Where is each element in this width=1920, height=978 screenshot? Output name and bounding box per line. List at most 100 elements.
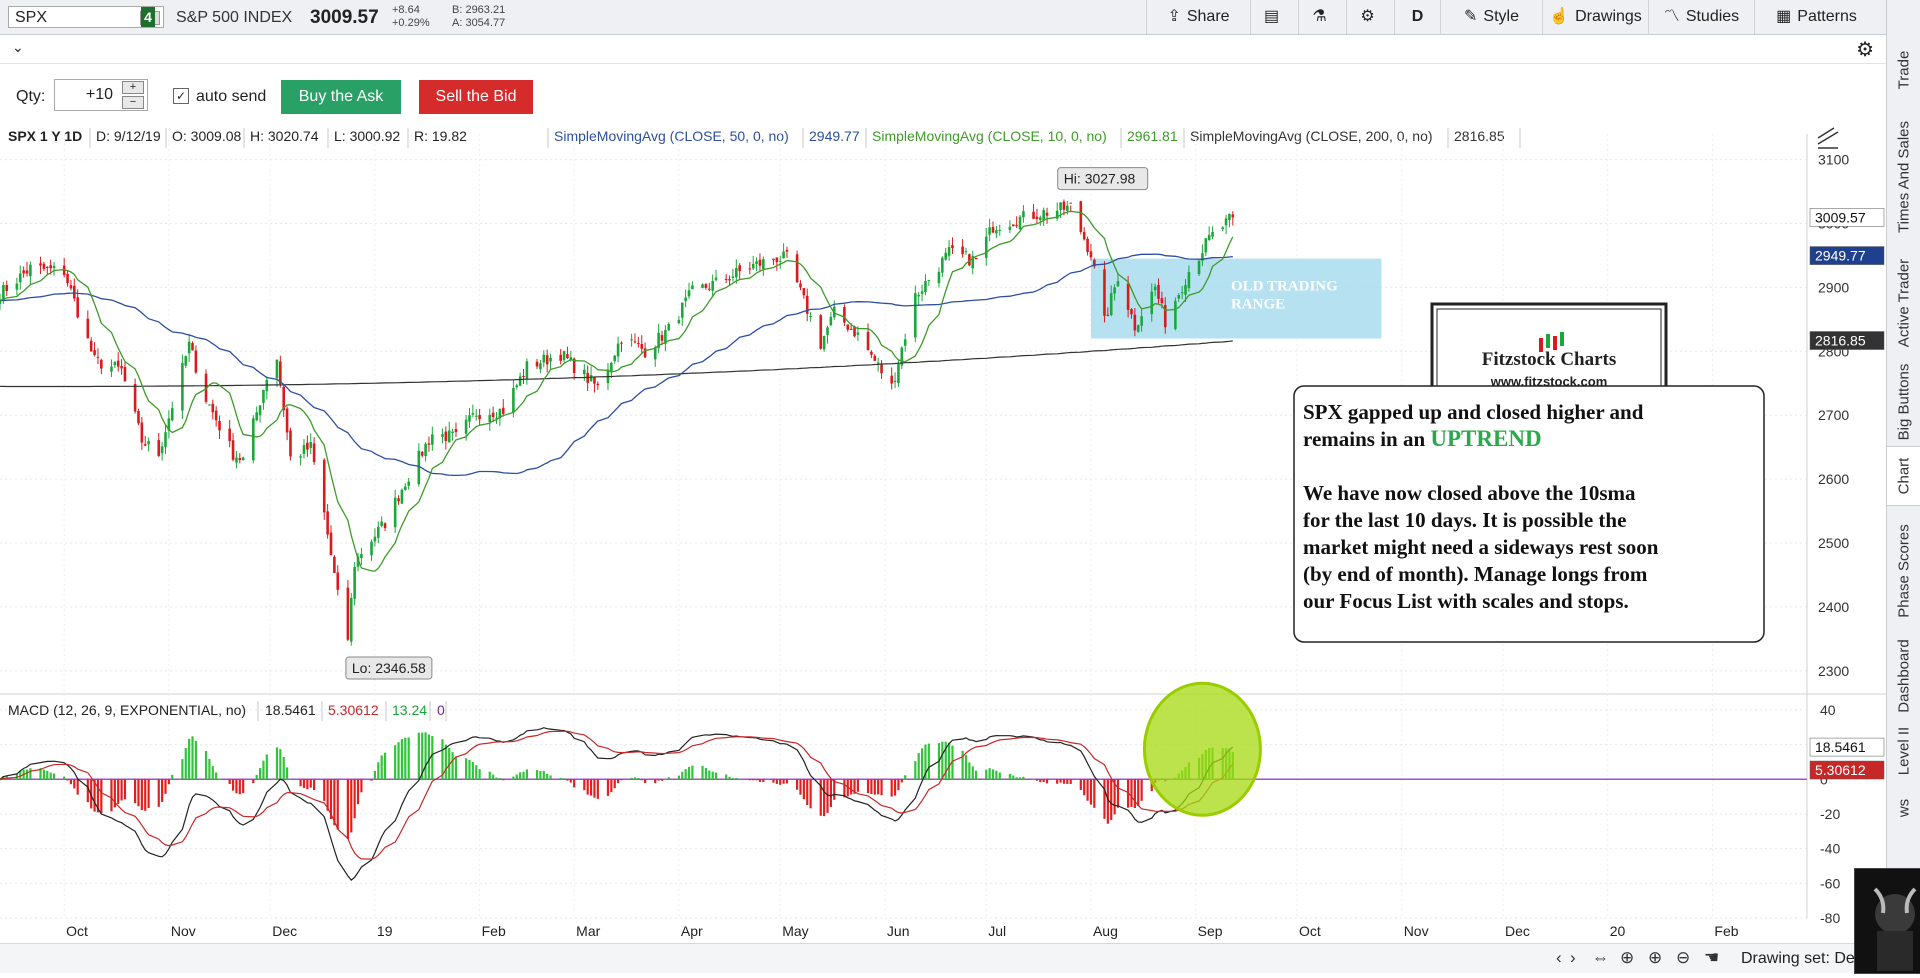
candle-body xyxy=(1109,293,1113,316)
logo-title: Fitzstock Charts xyxy=(1482,349,1617,370)
macd-histogram-bar xyxy=(309,779,312,788)
drawings-button[interactable]: ☝ Drawings xyxy=(1542,0,1648,34)
sidebar-tab-phase-scores[interactable]: Phase Scores xyxy=(1887,504,1920,638)
settings-button[interactable]: ⚙ xyxy=(1346,0,1394,34)
candle-body xyxy=(653,347,657,360)
candle-body xyxy=(157,440,161,456)
macd-histogram-bar xyxy=(42,769,46,780)
share-button[interactable]: ⇪ Share xyxy=(1146,0,1250,34)
macd-histogram-bar xyxy=(252,779,255,784)
price-axis-label: 2816.85 xyxy=(1815,333,1866,349)
expand-time-icon[interactable]: ⇔ xyxy=(1592,948,1609,967)
candle-body xyxy=(944,252,948,260)
macd-histogram-bar xyxy=(995,770,998,780)
time-tick-label: Oct xyxy=(66,923,88,939)
gear-icon: ⚙ xyxy=(1360,8,1375,25)
candle-body xyxy=(326,511,329,535)
candle-body xyxy=(228,428,231,441)
sidebar-tab-ws[interactable]: ws xyxy=(1887,788,1920,828)
macd-histogram-bar xyxy=(758,779,762,782)
macd-histogram-bar xyxy=(323,779,326,801)
candle-body xyxy=(1133,314,1137,331)
candle-body xyxy=(1136,325,1140,332)
crosshair-icon[interactable]: ⊕ xyxy=(1620,948,1635,967)
share-icon: ⇪ xyxy=(1167,8,1181,25)
macd-histogram-bar xyxy=(684,769,687,780)
candle-body xyxy=(843,307,846,323)
buy-the-ask-button[interactable]: Buy the Ask xyxy=(281,80,401,114)
sidebar-tab-chart[interactable]: Chart xyxy=(1887,446,1920,506)
macd-histogram-bar xyxy=(29,768,32,780)
patterns-button[interactable]: ▦ Patterns xyxy=(1754,0,1878,34)
candle-body xyxy=(73,285,76,299)
zoom-in-icon[interactable]: ⊕ xyxy=(1648,948,1663,967)
sidebar-tab-trade[interactable]: Trade xyxy=(1887,34,1920,106)
macd-histogram-bar xyxy=(370,779,373,781)
scroll-right-icon[interactable]: › xyxy=(1570,948,1576,967)
pan-hand-icon[interactable]: ☚ xyxy=(1704,948,1720,967)
candle-body xyxy=(1106,314,1110,316)
macd-histogram-bar xyxy=(383,752,387,780)
macd-histogram-bar xyxy=(117,779,120,804)
macd-histogram-bar xyxy=(1056,779,1059,784)
style-button[interactable]: ✎ Style xyxy=(1440,0,1542,34)
candle-body xyxy=(1211,232,1214,237)
macd-histogram-bar xyxy=(495,777,498,780)
price-chart[interactable]: SPX 1 Y 1D D: 9/12/19 O: 3009.08 H: 3020.74… xyxy=(0,124,1886,943)
auto-send-checkbox[interactable]: ✓ xyxy=(173,88,189,104)
macd-histogram-bar xyxy=(731,778,735,780)
candle-body xyxy=(76,297,79,318)
candle-body xyxy=(380,521,383,526)
logo-candle-icon xyxy=(1560,332,1564,346)
sell-the-bid-button[interactable]: Sell the Bid xyxy=(419,80,533,114)
candle-body xyxy=(1066,205,1069,211)
macd-histogram-bar xyxy=(1039,779,1042,783)
macd-histogram-bar xyxy=(76,779,79,795)
chevron-down-icon[interactable]: ⌄ xyxy=(12,39,24,55)
candle-body xyxy=(984,236,988,258)
link-badge[interactable]: 4 xyxy=(141,7,155,27)
time-tick-label: Feb xyxy=(482,923,506,939)
qty-stepper[interactable]: + − xyxy=(122,81,144,109)
macd-histogram-bar xyxy=(870,779,873,795)
macd-histogram-bar xyxy=(701,765,704,780)
price-axis-label-bg xyxy=(1809,246,1885,265)
macd-histogram-bar xyxy=(498,778,501,780)
candle-body xyxy=(191,343,194,351)
candle-body xyxy=(167,418,171,431)
scroll-left-icon[interactable]: ‹ xyxy=(1556,948,1562,967)
sidebar-tab-active-trader[interactable]: Active Trader xyxy=(1887,248,1920,358)
sidebar-tab-times-and-sales[interactable]: Times And Sales xyxy=(1887,106,1920,248)
macd-histogram-bar xyxy=(444,744,447,780)
qty-decrement-icon[interactable]: − xyxy=(122,96,144,109)
notes-button[interactable]: ▤ xyxy=(1250,0,1298,34)
candle-body xyxy=(778,260,782,262)
macd-histogram-bar xyxy=(25,769,29,780)
candle-body xyxy=(968,254,971,266)
macd-histogram-bar xyxy=(559,777,562,780)
macd-histogram-bar xyxy=(184,748,187,780)
sidebar-tab-big-buttons[interactable]: Big Buttons xyxy=(1887,358,1920,446)
candle-body xyxy=(231,440,235,460)
chart-settings-gear-icon[interactable]: ⚙ xyxy=(1856,39,1874,61)
candle-body xyxy=(680,302,684,318)
candle-body xyxy=(1022,211,1025,218)
aggregation-button[interactable]: D xyxy=(1394,0,1440,34)
candle-body xyxy=(1231,214,1235,218)
flask-button[interactable]: ⚗ xyxy=(1298,0,1346,34)
sidebar-tab-dashboard[interactable]: Dashboard xyxy=(1887,638,1920,714)
macd-histogram-bar xyxy=(289,779,292,781)
macd-histogram-bar xyxy=(15,773,18,780)
candle-body xyxy=(289,430,292,457)
candle-body xyxy=(1224,218,1228,226)
candle-body xyxy=(633,341,637,343)
macd-histogram-bar xyxy=(613,779,616,789)
zoom-out-icon[interactable]: ⊖ xyxy=(1676,948,1691,967)
macd-histogram-bar xyxy=(897,779,900,791)
studies-button[interactable]: 〽 Studies xyxy=(1648,0,1754,34)
macd-histogram-bar xyxy=(562,778,566,780)
qty-increment-icon[interactable]: + xyxy=(122,81,144,94)
macd-histogram-bar xyxy=(66,779,69,781)
sidebar-tab-level-ii[interactable]: Level II xyxy=(1887,714,1920,788)
candle-body xyxy=(795,254,799,283)
